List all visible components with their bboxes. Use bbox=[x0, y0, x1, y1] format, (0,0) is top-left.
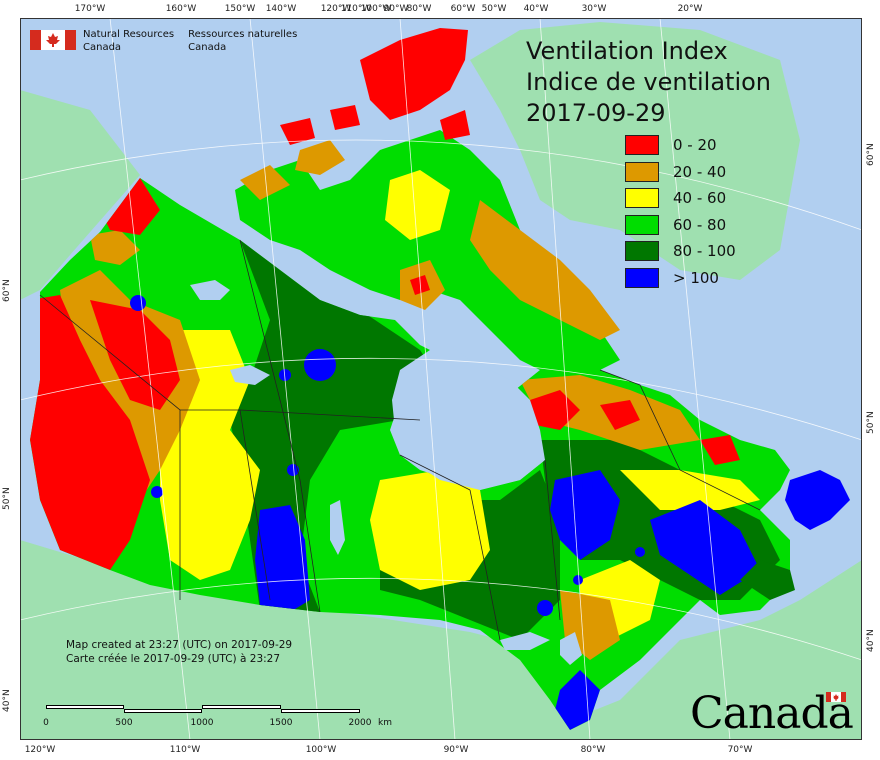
tick-top: 160°W bbox=[165, 4, 197, 14]
scale-label: 1000 bbox=[190, 718, 214, 728]
baffin-island bbox=[470, 200, 620, 340]
canada-flag-icon bbox=[30, 30, 76, 50]
legend-item: 0 - 20 bbox=[625, 132, 736, 159]
tick-bottom: 80°W bbox=[580, 745, 606, 755]
tick-bottom: 70°W bbox=[727, 745, 753, 755]
hudson-bay bbox=[392, 345, 545, 490]
tick-top: 120°W bbox=[320, 4, 352, 14]
tick-right: 40°N bbox=[866, 629, 876, 652]
map-title: Ventilation Index Indice de ventilation … bbox=[526, 36, 771, 129]
legend-label: 0 - 20 bbox=[673, 136, 717, 155]
title-date: 2017-09-29 bbox=[526, 99, 666, 127]
lake-huron bbox=[560, 632, 582, 665]
lake-superior bbox=[500, 632, 550, 650]
tick-top: 60°W bbox=[450, 4, 476, 14]
legend-swatch bbox=[625, 241, 659, 262]
tick-top: 110°W bbox=[340, 4, 372, 14]
tick-bottom: 110°W bbox=[169, 745, 201, 755]
legend-item: 20 - 40 bbox=[625, 159, 736, 186]
tick-top: 100°W bbox=[360, 4, 392, 14]
tick-left: 60°N bbox=[2, 279, 12, 302]
tick-top: 90°W bbox=[383, 4, 409, 14]
created-en: Map created at 23:27 (UTC) on 2017-09-29 bbox=[66, 639, 293, 651]
tick-top: 30°W bbox=[581, 4, 607, 14]
tick-top: 40°W bbox=[523, 4, 549, 14]
tick-top: 80°W bbox=[406, 4, 432, 14]
tick-left: 40°N bbox=[2, 689, 12, 712]
legend-label: 20 - 40 bbox=[673, 162, 727, 181]
tick-bottom: 90°W bbox=[443, 745, 469, 755]
tick-right: 50°N bbox=[866, 411, 876, 434]
legend-label: > 100 bbox=[673, 268, 719, 287]
title-fr: Indice de ventilation bbox=[526, 68, 772, 96]
legend-swatch bbox=[625, 135, 659, 156]
usa-land bbox=[20, 540, 862, 740]
legend-swatch bbox=[625, 214, 659, 235]
great-bear-lake bbox=[190, 280, 230, 300]
legend: 0 - 20 20 - 40 40 - 60 60 - 80 80 - 100 … bbox=[625, 132, 736, 291]
province-boundaries bbox=[39, 239, 761, 641]
lake-winnipeg bbox=[330, 500, 345, 555]
legend-item: 40 - 60 bbox=[625, 185, 736, 212]
graticule bbox=[19, 17, 863, 741]
legend-label: 80 - 100 bbox=[673, 242, 736, 261]
scale-label: 0 bbox=[43, 718, 49, 728]
legend-label: 40 - 60 bbox=[673, 189, 727, 208]
arctic-islands bbox=[235, 130, 620, 380]
map-created-note: Map created at 23:27 (UTC) on 2017-09-29… bbox=[66, 638, 292, 666]
great-slave-lake bbox=[230, 365, 270, 385]
scale-label: 2000 bbox=[348, 718, 372, 728]
tick-top: 140°W bbox=[265, 4, 297, 14]
scale-label: 500 bbox=[115, 718, 133, 728]
tick-top: 150°W bbox=[224, 4, 256, 14]
legend-item: 60 - 80 bbox=[625, 212, 736, 239]
scale-bar bbox=[46, 705, 360, 714]
tick-top: 170°W bbox=[74, 4, 106, 14]
title-en: Ventilation Index bbox=[526, 37, 728, 65]
agency-name-fr: Ressources naturelles Canada bbox=[188, 29, 298, 53]
tick-bottom: 100°W bbox=[305, 745, 337, 755]
tick-top: 20°W bbox=[677, 4, 703, 14]
legend-swatch bbox=[625, 188, 659, 209]
wordmark-flag-icon bbox=[826, 692, 846, 702]
legend-label: 60 - 80 bbox=[673, 215, 727, 234]
scale-unit: km bbox=[378, 718, 392, 728]
tick-bottom: 120°W bbox=[24, 745, 56, 755]
alaska-land bbox=[20, 90, 140, 300]
tick-left: 50°N bbox=[2, 487, 12, 510]
scale-label: 1500 bbox=[269, 718, 293, 728]
ellesmere-island bbox=[360, 28, 468, 120]
agency-signature: Natural Resources Canada Ressources natu… bbox=[30, 28, 311, 54]
tick-right: 60°N bbox=[866, 143, 876, 166]
legend-item: > 100 bbox=[625, 265, 736, 292]
created-fr: Carte créée le 2017-09-29 (UTC) à 23:27 bbox=[66, 653, 281, 665]
agency-name-en: Natural Resources Canada bbox=[83, 29, 175, 53]
legend-swatch bbox=[625, 267, 659, 288]
legend-swatch bbox=[625, 161, 659, 182]
legend-item: 80 - 100 bbox=[625, 238, 736, 265]
newfoundland bbox=[785, 470, 850, 530]
tick-top: 50°W bbox=[481, 4, 507, 14]
